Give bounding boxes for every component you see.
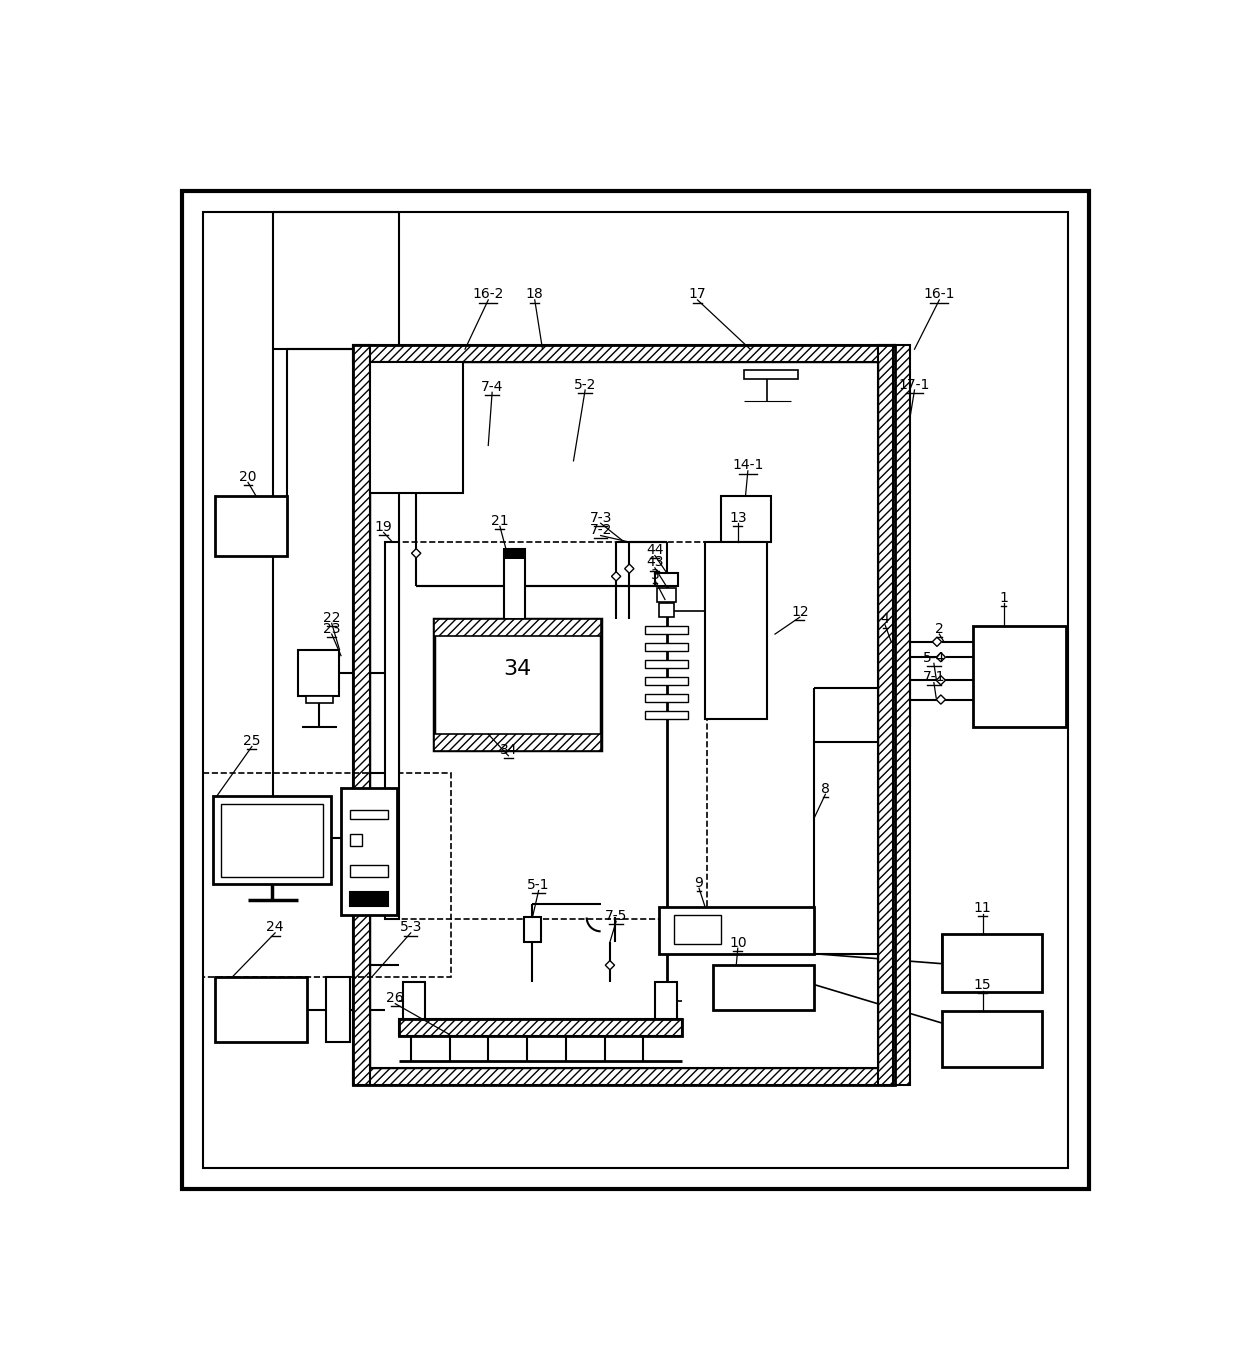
- Polygon shape: [605, 960, 615, 970]
- Bar: [655, 982, 677, 1019]
- Text: 34: 34: [502, 659, 531, 678]
- Bar: [645, 660, 688, 669]
- Bar: [203, 773, 451, 977]
- Text: 7-2: 7-2: [589, 523, 611, 537]
- Bar: [657, 588, 676, 601]
- Bar: [645, 644, 688, 651]
- Bar: [370, 362, 463, 493]
- Polygon shape: [936, 675, 945, 685]
- Polygon shape: [932, 637, 941, 647]
- Bar: [503, 549, 526, 619]
- Text: 7-4: 7-4: [481, 379, 503, 393]
- Text: 34: 34: [500, 744, 517, 758]
- Text: 5-4: 5-4: [923, 651, 945, 664]
- Polygon shape: [936, 695, 945, 704]
- Bar: [351, 864, 387, 877]
- Text: 5-3: 5-3: [399, 921, 422, 934]
- Text: 3: 3: [651, 567, 660, 582]
- Polygon shape: [936, 652, 945, 662]
- Text: 23: 23: [322, 622, 341, 636]
- Text: 15: 15: [973, 978, 992, 992]
- Bar: [941, 1011, 1043, 1067]
- Polygon shape: [611, 571, 621, 581]
- Text: 7-1: 7-1: [923, 670, 945, 684]
- Bar: [720, 496, 771, 541]
- Bar: [645, 626, 688, 634]
- Text: 16-2: 16-2: [472, 288, 503, 301]
- Text: 4: 4: [880, 612, 889, 626]
- Bar: [351, 892, 387, 906]
- Bar: [878, 345, 895, 1085]
- Bar: [370, 362, 878, 1067]
- Bar: [434, 619, 600, 749]
- Polygon shape: [625, 564, 634, 573]
- Text: 10: 10: [729, 936, 746, 949]
- Bar: [713, 966, 813, 1010]
- Bar: [216, 496, 286, 556]
- Text: 18: 18: [526, 288, 543, 301]
- Bar: [525, 918, 541, 943]
- Bar: [655, 573, 678, 586]
- Text: 19: 19: [374, 521, 393, 534]
- Bar: [706, 541, 768, 719]
- Bar: [352, 1067, 895, 1085]
- Bar: [351, 810, 387, 819]
- Text: 17-1: 17-1: [899, 378, 930, 392]
- Bar: [341, 788, 397, 915]
- Text: 14-1: 14-1: [732, 459, 764, 473]
- Bar: [351, 834, 362, 845]
- Bar: [399, 1019, 682, 1036]
- Text: 16-1: 16-1: [924, 288, 955, 301]
- Bar: [893, 345, 910, 1085]
- Text: 43: 43: [646, 555, 663, 570]
- Bar: [325, 977, 351, 1043]
- Bar: [216, 977, 306, 1043]
- Text: 7-3: 7-3: [589, 511, 611, 525]
- Text: 1: 1: [999, 590, 1008, 604]
- Bar: [658, 907, 813, 954]
- Text: 17: 17: [688, 288, 707, 301]
- Bar: [893, 345, 910, 1085]
- Text: 22: 22: [322, 611, 341, 625]
- Bar: [386, 541, 707, 919]
- Bar: [434, 619, 600, 636]
- Bar: [306, 696, 334, 703]
- Text: 13: 13: [729, 511, 746, 525]
- Bar: [352, 345, 895, 1085]
- Bar: [352, 345, 895, 362]
- Bar: [658, 603, 675, 616]
- Bar: [434, 734, 600, 751]
- Text: 24: 24: [267, 921, 284, 934]
- Text: 9: 9: [694, 875, 703, 889]
- Bar: [299, 649, 339, 696]
- Text: 20: 20: [239, 470, 257, 484]
- Text: 44: 44: [646, 543, 663, 558]
- Text: 26: 26: [387, 992, 404, 1006]
- Bar: [399, 1019, 682, 1036]
- Bar: [941, 934, 1043, 992]
- Bar: [972, 626, 1065, 726]
- Bar: [386, 541, 399, 919]
- Bar: [352, 345, 370, 1085]
- Text: 12: 12: [791, 604, 808, 619]
- Bar: [645, 677, 688, 685]
- Bar: [403, 982, 424, 1019]
- Text: 5-1: 5-1: [527, 878, 549, 892]
- Text: 11: 11: [973, 901, 992, 915]
- Bar: [221, 803, 324, 877]
- Text: 2: 2: [935, 622, 944, 636]
- Text: 8: 8: [821, 782, 830, 796]
- Text: 21: 21: [491, 514, 508, 527]
- Bar: [744, 370, 799, 379]
- Text: 7-5: 7-5: [605, 908, 627, 923]
- Bar: [645, 711, 688, 719]
- Polygon shape: [412, 548, 420, 558]
- Bar: [213, 796, 331, 885]
- Text: 25: 25: [243, 734, 260, 748]
- Text: 5-2: 5-2: [574, 378, 596, 392]
- Bar: [645, 695, 688, 701]
- Bar: [503, 549, 526, 559]
- Bar: [675, 915, 720, 944]
